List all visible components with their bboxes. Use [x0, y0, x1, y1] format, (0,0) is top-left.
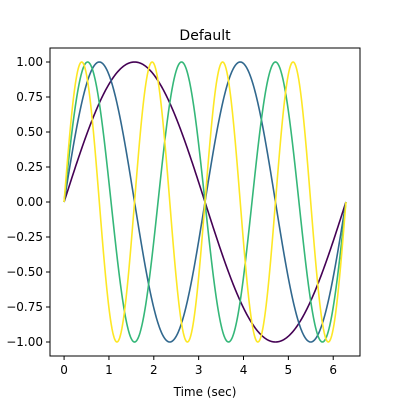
- y-tick-label: −0.25: [6, 230, 43, 244]
- y-tick-label: 0.25: [16, 160, 43, 174]
- x-tick-label: 2: [150, 363, 158, 377]
- y-tick-label: −0.50: [6, 265, 43, 279]
- x-tick-label: 1: [105, 363, 113, 377]
- x-tick-label: 3: [195, 363, 203, 377]
- y-tick-label: 1.00: [16, 55, 43, 69]
- y-tick-label: −1.00: [6, 335, 43, 349]
- x-tick-label: 5: [285, 363, 293, 377]
- y-tick-label: −0.75: [6, 300, 43, 314]
- chart-title: Default: [179, 28, 231, 44]
- y-tick-label: 0.50: [16, 125, 43, 139]
- y-tick-label: 0.00: [16, 195, 43, 209]
- x-axis-label: Time (sec): [173, 385, 237, 399]
- x-tick-label: 4: [240, 363, 248, 377]
- x-tick-label: 0: [60, 363, 68, 377]
- x-tick-label: 6: [329, 363, 337, 377]
- y-tick-label: 0.75: [16, 90, 43, 104]
